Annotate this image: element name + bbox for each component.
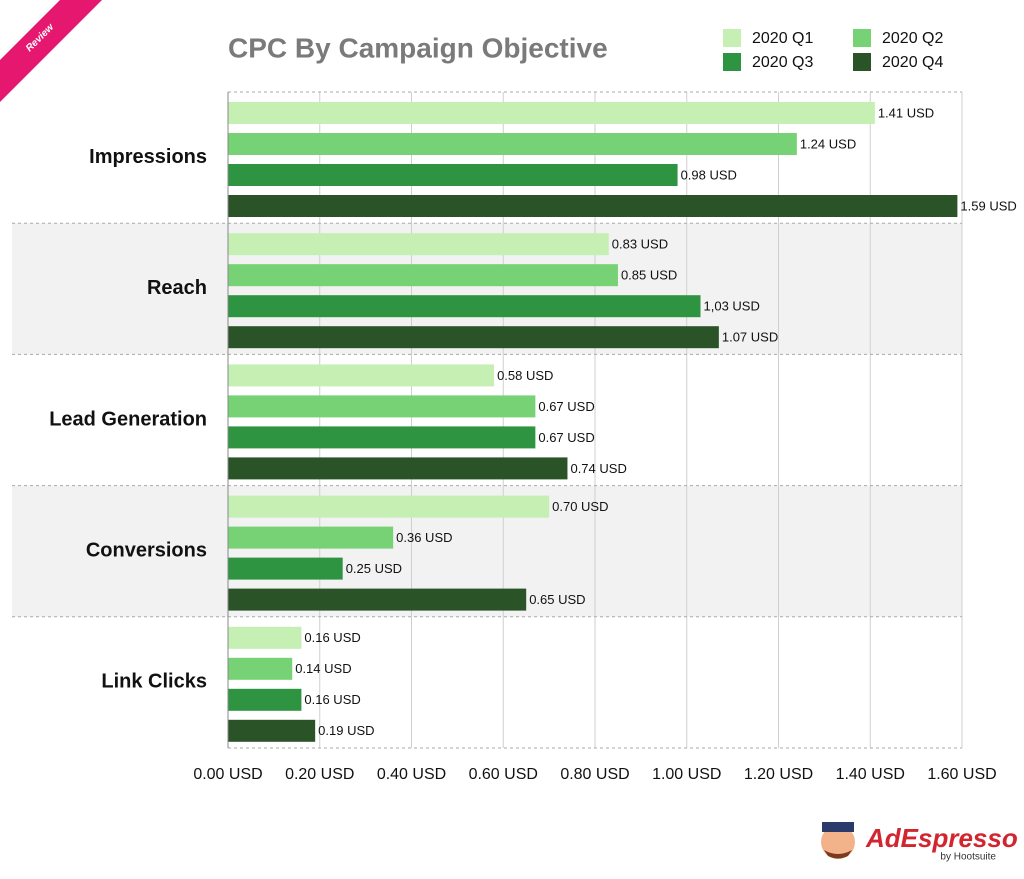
value-label: 0.85 USD — [621, 268, 677, 283]
y-tick-label: Reach — [147, 277, 207, 299]
bar — [228, 395, 536, 418]
bar — [228, 588, 527, 611]
bar — [228, 133, 797, 155]
y-tick-label: Link Clicks — [101, 671, 207, 693]
value-label: 1.41 USD — [878, 105, 934, 120]
legend-label: 2020 Q3 — [752, 54, 813, 71]
bar — [228, 326, 719, 349]
bar — [228, 557, 343, 580]
badge: 2020 Review — [0, 0, 102, 102]
value-label: 0.65 USD — [529, 592, 585, 607]
value-label: 0.16 USD — [304, 630, 360, 645]
value-label: 0.25 USD — [346, 561, 402, 576]
value-label: 0.58 USD — [497, 368, 553, 383]
bar — [228, 657, 293, 680]
y-tick-label: Lead Generation — [49, 408, 207, 430]
x-tick-label: 0.20 USD — [285, 766, 354, 783]
logo: AdEspresso by Hootsuite — [821, 822, 1018, 863]
value-label: 0.14 USD — [295, 661, 351, 676]
bar — [228, 364, 495, 387]
x-tick-label: 1.00 USD — [652, 766, 721, 783]
bar — [228, 457, 568, 480]
value-label: 0.19 USD — [318, 723, 374, 738]
legend-label: 2020 Q1 — [752, 30, 813, 47]
bar — [228, 426, 536, 449]
bar — [228, 233, 609, 256]
value-label: 0.74 USD — [570, 461, 626, 476]
value-label: 1.07 USD — [722, 330, 778, 345]
y-tick-label: Impressions — [89, 146, 207, 168]
x-tick-label: 0.60 USD — [469, 766, 538, 783]
x-tick-label: 1.40 USD — [836, 766, 905, 783]
value-label: 0.70 USD — [552, 499, 608, 514]
bar — [228, 164, 678, 186]
x-tick-label: 1.60 USD — [927, 766, 996, 783]
legend-swatch — [853, 29, 871, 47]
bar — [228, 195, 958, 217]
value-label: 1.24 USD — [800, 136, 856, 151]
legend-swatch — [853, 53, 871, 71]
x-tick-label: 0.40 USD — [377, 766, 446, 783]
x-tick-label: 0.00 USD — [193, 766, 262, 783]
value-label: 0.98 USD — [681, 167, 737, 182]
logo-name: AdEspresso — [865, 823, 1018, 853]
legend-swatch — [723, 29, 741, 47]
value-label: 0.83 USD — [612, 237, 668, 252]
bar — [228, 526, 394, 549]
bar — [228, 626, 302, 649]
value-label: 0.67 USD — [538, 430, 594, 445]
logo-by: by Hootsuite — [940, 852, 996, 863]
value-label: 1.59 USD — [960, 198, 1016, 213]
bar — [228, 495, 550, 518]
value-label: 0.36 USD — [396, 530, 452, 545]
x-tick-label: 1.20 USD — [744, 766, 813, 783]
value-label: 0.67 USD — [538, 399, 594, 414]
bar — [228, 295, 701, 318]
legend-swatch — [723, 53, 741, 71]
bar — [228, 102, 875, 124]
value-label: 0.16 USD — [304, 692, 360, 707]
value-label: 1,03 USD — [704, 299, 760, 314]
legend-label: 2020 Q2 — [882, 30, 943, 47]
y-tick-label: Conversions — [86, 539, 207, 561]
x-tick-label: 0.80 USD — [560, 766, 629, 783]
bar — [228, 264, 618, 287]
bar — [228, 688, 302, 711]
chart-title: CPC By Campaign Objective — [228, 32, 608, 63]
bar — [228, 719, 316, 742]
legend-label: 2020 Q4 — [882, 54, 943, 71]
